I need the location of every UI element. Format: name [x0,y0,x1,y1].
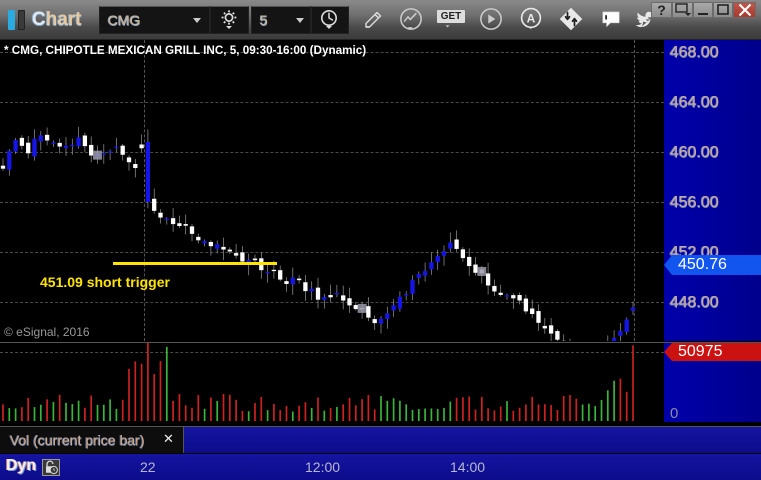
svg-text:A: A [527,12,536,26]
